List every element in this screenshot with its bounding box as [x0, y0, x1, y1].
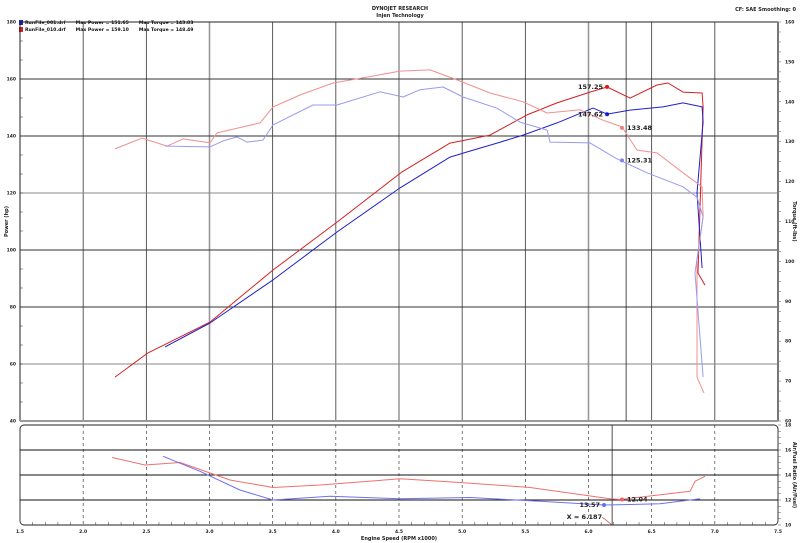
y2-tick-label: 90	[785, 299, 791, 305]
legend-max-power: Max Power = 151.65	[75, 21, 129, 26]
value-marker	[619, 125, 624, 130]
y-tick-label: 180	[7, 20, 16, 26]
legend-max-torque: Max Torque = 143.83	[138, 21, 194, 26]
legend-max-power: Max Power = 159.10	[75, 28, 129, 33]
value-marker	[605, 112, 610, 117]
series-afr-runfile010drf	[111, 457, 706, 500]
series-torque-runfile001drf	[164, 86, 704, 378]
value-marker-label: 12.04	[627, 496, 648, 504]
legend-max-torque: Max Torque = 148.49	[138, 28, 194, 33]
chart-subtitle: Injen Technology	[376, 13, 424, 19]
y2-tick-label: 120	[785, 179, 794, 185]
y-tick-label: 40	[10, 419, 16, 425]
value-marker-label: 125.31	[627, 157, 653, 165]
x-tick-label: 6.5	[648, 529, 656, 535]
afr-tick-label: 14	[785, 473, 791, 479]
value-marker-label: 133.48	[627, 124, 653, 132]
y-tick-label: 80	[10, 305, 16, 311]
y2-tick-label: 150	[785, 59, 794, 65]
chart-title: DYNOJET RESEARCH	[371, 6, 429, 12]
afr-tick-label: 10	[785, 523, 791, 529]
y-tick-label: 60	[10, 362, 16, 368]
y-axis-title: Power (hp)	[4, 206, 10, 237]
x-tick-label: 4.5	[395, 529, 403, 535]
x-tick-label: 6.0	[585, 529, 593, 535]
x-tick-label: 7.5	[774, 529, 782, 535]
afr-tick-label: 18	[785, 423, 791, 429]
y2-tick-label: 80	[785, 339, 791, 345]
y-tick-label: 120	[7, 191, 16, 197]
x-tick-label: 7.0	[711, 529, 719, 535]
value-marker	[619, 497, 624, 502]
afr-tick-label: 12	[785, 498, 791, 504]
x-tick-label: 1.5	[16, 529, 24, 535]
y-tick-label: 160	[7, 77, 16, 83]
y-tick-label: 100	[7, 248, 16, 254]
x-tick-label: 5.5	[521, 529, 529, 535]
series-torque-runfile010drf	[114, 69, 705, 394]
y2-tick-label: 140	[785, 99, 794, 105]
y2-tick-label: 130	[785, 139, 794, 145]
y2-tick-label: 110	[785, 219, 794, 225]
x-tick-label: 2.0	[79, 529, 87, 535]
series-power-runfile010drf	[114, 82, 706, 378]
legend-swatch-red	[19, 27, 23, 32]
afr-axis-title: Air/Fuel Ratio (Air/Fuel)	[791, 442, 797, 508]
correction-settings: CF: SAE Smoothing: 0	[735, 7, 796, 13]
x-tick-label: 4.0	[332, 529, 340, 535]
series-afr-runfile001drf	[162, 455, 701, 506]
value-marker-label: 157.25	[578, 83, 604, 91]
value-marker	[619, 158, 624, 163]
x-tick-label: 3.0	[206, 529, 214, 535]
afr-tick-label: 16	[785, 448, 791, 454]
y-tick-label: 140	[7, 134, 16, 140]
y2-tick-label: 70	[785, 379, 791, 385]
series-power-runfile001drf	[164, 102, 704, 348]
y2-axis-title: Torque (ft-lbs)	[791, 201, 797, 241]
value-marker-label: 147.62	[578, 110, 603, 118]
y2-tick-label: 60	[785, 419, 791, 425]
legend-file: RunFile_010.drf	[25, 28, 66, 33]
value-marker	[602, 503, 607, 507]
cursor-pointer	[601, 516, 613, 526]
legend-file: RunFile_001.drf	[25, 21, 66, 26]
x-tick-label: 2.5	[142, 529, 150, 535]
y2-tick-label: 100	[785, 259, 794, 265]
y2-tick-label: 160	[785, 20, 794, 26]
cursor-label: X = 6.187	[567, 513, 603, 521]
x-tick-label: 3.5	[269, 529, 277, 535]
x-axis-title: Engine Speed (RPM x1000)	[361, 536, 437, 542]
legend-item-run-010[interactable]: RunFile_010.drf Max Power = 159.10 Max Tor…	[19, 27, 203, 33]
x-tick-label: 5.0	[458, 529, 466, 535]
value-marker	[605, 84, 610, 89]
value-marker-label: 13.57	[579, 501, 600, 509]
